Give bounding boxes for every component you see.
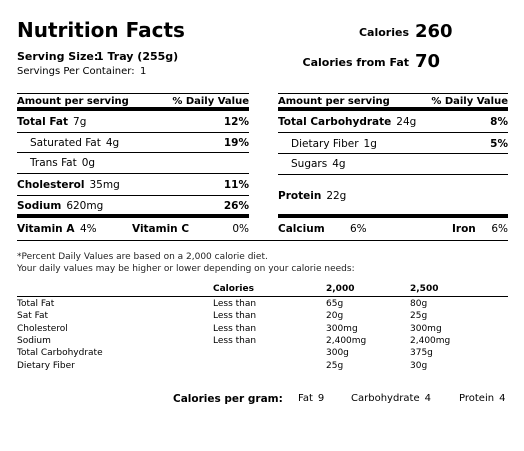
table-nutrient: Cholesterol <box>17 323 68 334</box>
table-value: 65g <box>326 299 344 309</box>
rule <box>278 132 508 133</box>
per-gram-name: Fat <box>298 393 313 404</box>
table-value: 300mg <box>410 323 442 334</box>
daily-value: 5% <box>490 138 508 150</box>
nutrient-name: Dietary Fiber <box>291 138 359 150</box>
table-limit: Less than <box>213 311 257 322</box>
vitamin-value: 0% <box>232 223 249 235</box>
table-nutrient: Sodium <box>17 335 51 346</box>
daily-value: 8% <box>490 116 508 128</box>
table-header: Calories <box>213 284 254 294</box>
rule <box>17 152 249 153</box>
nutrient-amount: 0g <box>81 157 96 169</box>
calories: 260 <box>415 21 453 42</box>
servings: 1 <box>140 66 147 77</box>
table-limit: Less than <box>213 299 257 309</box>
per-gram-name: Protein <box>459 393 495 404</box>
daily-value: 11% <box>223 179 249 191</box>
per-gram-value: 4 <box>499 393 506 404</box>
nutrient-amount: 22g <box>326 190 347 202</box>
nutrient-amount: 35mg <box>89 179 120 191</box>
vitamin-value: 6% <box>350 223 367 235</box>
vitamin-value: 6% <box>491 223 508 235</box>
rule <box>17 173 249 174</box>
table-value: 80g <box>410 299 428 309</box>
table-header: 2,000 <box>326 284 355 294</box>
table-value: 30g <box>410 360 428 371</box>
per-gram-value: 9 <box>317 393 325 404</box>
table-value: 300g <box>326 348 349 359</box>
daily-value: 12% <box>223 116 249 128</box>
vitamin-name: Calcium <box>278 223 325 235</box>
column-header: % Daily Value <box>172 96 249 107</box>
calories-label: Calories <box>358 26 409 39</box>
column-header: Amount per serving <box>17 96 129 107</box>
nutrient-name: Trans Fat <box>30 157 77 169</box>
rule <box>278 153 508 154</box>
vitamin-name: Vitamin A <box>17 223 75 235</box>
footnote: Your daily values may be higher or lower… <box>17 264 355 274</box>
table-header: 2,500 <box>410 284 439 294</box>
servings-label: Servings Per Container: <box>17 66 135 77</box>
nutrient-name: Total Carbohydrate <box>278 116 392 128</box>
table-value: 2,400mg <box>326 335 367 346</box>
vitamin-name: Iron <box>452 223 476 235</box>
table-limit: Less than <box>213 323 257 334</box>
per-gram-label: Calories per gram: <box>173 393 283 405</box>
table-nutrient: Total Carbohydrate <box>17 348 103 359</box>
column-header: % Daily Value <box>431 96 508 107</box>
nutrient-amount: 7g <box>73 116 87 128</box>
serving-size: 1 Tray (255g) <box>96 50 179 63</box>
column-header: Amount per serving <box>278 96 390 107</box>
table-limit: Less than <box>213 335 257 346</box>
rule <box>278 93 508 94</box>
per-gram-value: 4 <box>424 393 431 404</box>
nutrient-name: Sodium <box>17 200 62 212</box>
nutrient-amount: 4g <box>105 137 120 149</box>
daily-value: 19% <box>223 137 249 149</box>
vitamin-value: 4% <box>80 223 97 235</box>
rule <box>17 240 508 241</box>
table-value: 25g <box>326 360 344 371</box>
nutrient-name: Sugars <box>291 158 328 170</box>
rule <box>278 174 508 175</box>
table-value: 2,400mg <box>410 335 451 346</box>
nutrient-name: Cholesterol <box>17 179 85 191</box>
table-nutrient: Total Fat <box>17 299 55 309</box>
nutrient-amount: 4g <box>332 158 346 170</box>
nutrient-name: Protein <box>278 190 322 202</box>
calories-fat: 70 <box>415 51 441 72</box>
nutrient-amount: 1g <box>363 138 377 150</box>
rule <box>17 132 249 133</box>
daily-value: 26% <box>223 200 249 212</box>
table-value: 25g <box>410 311 428 322</box>
table-nutrient: Dietary Fiber <box>17 360 75 371</box>
nutrient-amount: 24g <box>396 116 417 128</box>
per-gram-name: Carbohydrate <box>351 393 420 404</box>
rule <box>17 107 249 111</box>
nutrient-amount: 620mg <box>66 200 104 212</box>
nutrient-name: Saturated Fat <box>30 137 101 149</box>
rule <box>278 107 508 111</box>
footnote: *Percent Daily Values are based on a 2,0… <box>17 252 268 262</box>
title: Nutrition Facts <box>17 18 185 42</box>
table-value: 20g <box>326 311 344 322</box>
rule <box>17 214 249 218</box>
rule <box>278 214 508 218</box>
calories-fat-label: Calories from Fat <box>302 56 409 69</box>
table-value: 375g <box>410 348 433 359</box>
serving-size-label: Serving Size: <box>17 50 99 63</box>
rule <box>17 296 508 297</box>
table-value: 300mg <box>326 323 358 334</box>
vitamin-name: Vitamin C <box>132 223 190 235</box>
nutrient-name: Total Fat <box>17 116 69 128</box>
table-nutrient: Sat Fat <box>17 311 49 322</box>
rule <box>17 93 249 94</box>
rule <box>17 195 249 196</box>
